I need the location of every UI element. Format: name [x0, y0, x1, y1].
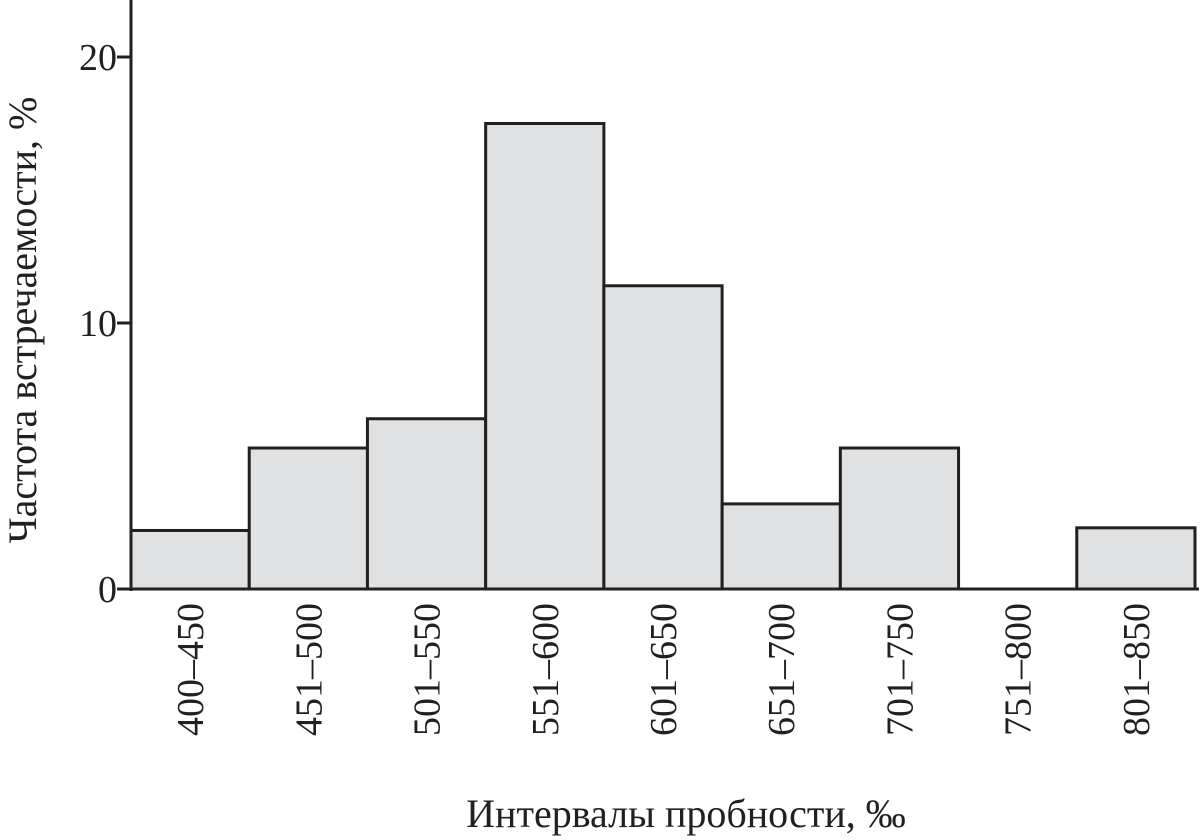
bar-400–450	[129, 528, 251, 591]
x-tick-label-501–550: 501–550	[407, 603, 449, 736]
x-tick-label-701–750: 701–750	[879, 603, 921, 736]
x-tick-label-801–850: 801–850	[1116, 603, 1158, 736]
bar-801–850	[1075, 526, 1197, 591]
y-ticks-group: 0 10 20	[79, 37, 131, 611]
y-tick-label: 20	[79, 37, 117, 79]
x-ticks-group: 400–450 451–500 501–550 551–600 601–650 651–7…	[170, 603, 1158, 736]
x-axis-title: Интервалы пробности, ‰	[466, 791, 906, 836]
x-tick-label-451–500: 451–500	[288, 603, 330, 736]
bar-651–700	[720, 502, 842, 591]
x-tick-label-551–600: 551–600	[525, 603, 567, 736]
x-tick-label-400–450: 400–450	[170, 603, 212, 736]
y-tick-label: 10	[79, 303, 117, 345]
bar-551–600	[484, 122, 606, 591]
bar-701–750	[838, 446, 961, 591]
bars-group	[129, 122, 1197, 591]
bar-451–500	[247, 446, 369, 591]
bar-501–550	[365, 417, 488, 591]
y-axis-title: Частота встречаемости, %	[0, 97, 45, 544]
x-tick-label-651–700: 651–700	[761, 603, 803, 736]
x-tick-label-601–650: 601–650	[643, 603, 685, 736]
x-tick-label-751–800: 751–800	[998, 603, 1040, 736]
bar-601–650	[602, 284, 724, 591]
y-tick-label: 0	[98, 569, 117, 611]
